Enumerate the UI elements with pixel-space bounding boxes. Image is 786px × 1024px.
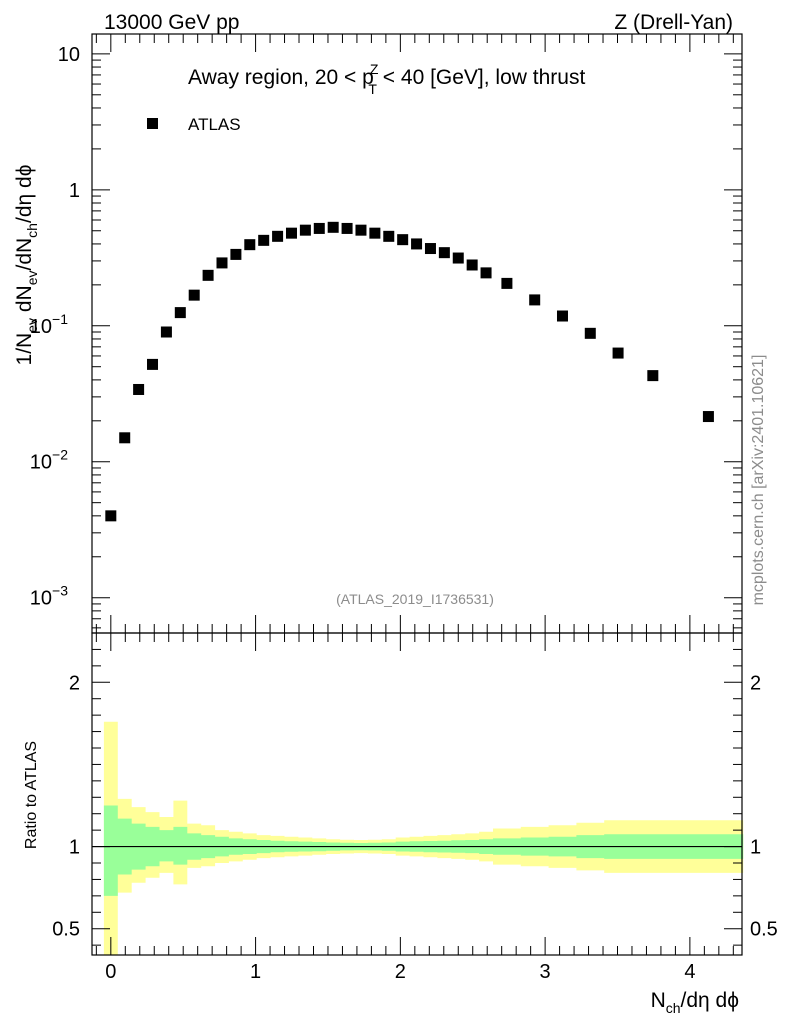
ratio-y-tick-label-right: 0.5 — [750, 919, 778, 941]
data-point — [480, 267, 492, 279]
data-point — [313, 222, 325, 234]
header-right: Z (Drell-Yan) — [614, 11, 733, 34]
data-point — [501, 277, 513, 289]
data-point — [369, 227, 381, 239]
data-point — [529, 294, 541, 306]
main-y-tick-label: 10−1 — [30, 311, 68, 338]
x-tick-label: 1 — [250, 961, 261, 983]
data-point — [119, 432, 131, 444]
data-point — [327, 221, 339, 233]
data-point — [466, 259, 478, 271]
data-point — [438, 247, 450, 259]
ratio-y-tick-label-left: 2 — [69, 672, 80, 694]
main-axis-ticks: 10 1 10−1 10−2 10−3 — [30, 34, 742, 633]
ratio-uncertainty-bands — [103, 721, 744, 955]
legend-label: ATLAS — [188, 115, 241, 134]
data-point — [647, 370, 659, 382]
x-tick-label: 2 — [395, 961, 406, 983]
data-point — [584, 327, 596, 339]
inner-uncertainty-band — [103, 805, 744, 896]
data-point — [556, 310, 568, 322]
data-point — [216, 257, 228, 269]
ratio-y-tick-label-right: 1 — [750, 837, 761, 859]
data-point — [174, 307, 186, 319]
data-point — [341, 222, 353, 234]
x-tick-label: 3 — [540, 961, 551, 983]
ratio-y-tick-label-left: 1 — [69, 837, 80, 859]
data-point — [244, 239, 256, 251]
legend-marker — [147, 118, 158, 129]
main-y-tick-label: 10−3 — [30, 583, 68, 610]
plot-title-sup: Z — [370, 61, 379, 77]
analysis-id: (ATLAS_2019_I1736531) — [336, 591, 494, 607]
data-point — [188, 289, 200, 301]
data-point — [411, 238, 423, 250]
data-point — [383, 230, 395, 242]
x-tick-label: 0 — [105, 961, 116, 983]
data-point — [285, 227, 297, 239]
x-tick-label: 4 — [684, 961, 695, 983]
data-point — [452, 252, 464, 264]
outer-uncertainty-band — [103, 721, 744, 955]
data-point — [258, 234, 270, 246]
ratio-plot-frame — [91, 632, 743, 956]
ratio-y-tick-label-left: 0.5 — [52, 919, 80, 941]
data-point — [133, 383, 145, 395]
data-point — [202, 269, 214, 281]
main-y-tick-label: 1 — [69, 180, 80, 202]
side-label: mcplots.cern.ch [arXiv:2401.10621] — [750, 355, 767, 606]
plot-title-sub: T — [368, 81, 377, 97]
ratio-y-tick-label-right: 2 — [750, 672, 761, 694]
data-point — [612, 347, 624, 359]
plot-title: Away region, 20 < pZ T < 40 [GeV], low th… — [188, 61, 585, 97]
data-point — [299, 224, 311, 236]
data-point — [424, 243, 436, 255]
ratio-y-axis-label: Ratio to ATLAS — [23, 741, 40, 849]
data-point — [230, 248, 242, 260]
data-point — [272, 230, 284, 242]
plot-title-prefix: Away region, 20 < p — [188, 66, 374, 89]
data-point — [160, 326, 172, 338]
data-point — [105, 510, 117, 522]
header-left: 13000 GeV pp — [104, 11, 239, 34]
main-y-axis-label: 1/Nev dNev/dNch/dη dϕ — [13, 165, 40, 366]
plot-title-suffix: < 40 [GeV], low thrust — [377, 66, 586, 89]
x-axis-label: Nch/dη dϕ — [651, 989, 739, 1016]
main-data-points — [105, 221, 714, 522]
data-point — [702, 411, 714, 423]
ratio-axis-ticks: 2 2 1 1 0.5 0.5 0 1 2 3 4 — [52, 633, 778, 983]
data-point — [355, 224, 367, 236]
data-point — [397, 234, 409, 246]
data-point — [147, 358, 159, 370]
main-y-tick-label: 10 — [58, 44, 80, 66]
main-y-tick-label: 10−2 — [30, 447, 68, 474]
